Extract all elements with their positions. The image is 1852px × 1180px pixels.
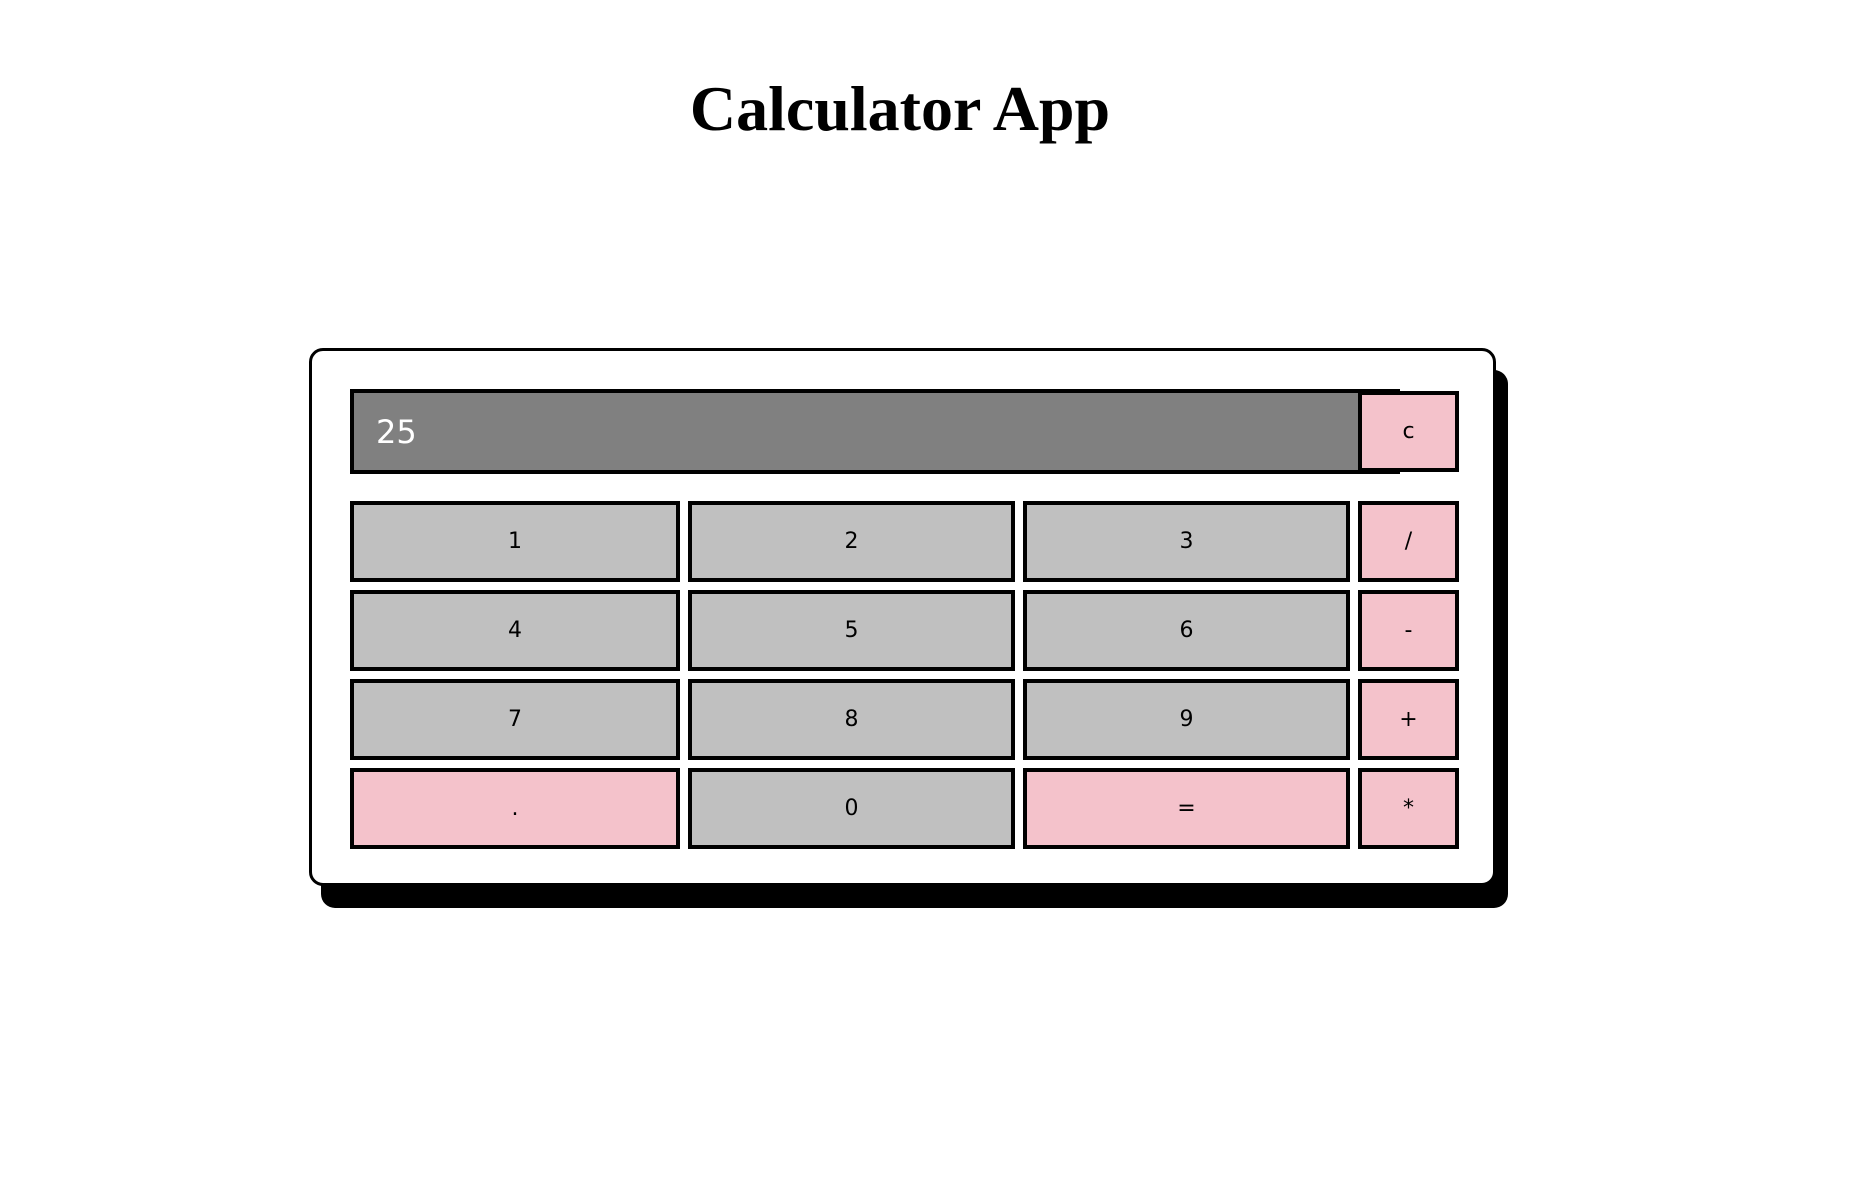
calculator-panel: c 1 2 3 / 4 5 6 - 7 8 9 + . 0 = * <box>309 348 1496 886</box>
decimal-button[interactable]: . <box>350 768 680 849</box>
subtract-button[interactable]: - <box>1358 590 1459 671</box>
digit-6-button[interactable]: 6 <box>1023 590 1350 671</box>
digit-2-button[interactable]: 2 <box>688 501 1015 582</box>
add-button[interactable]: + <box>1358 679 1459 760</box>
digit-7-button[interactable]: 7 <box>350 679 680 760</box>
digit-3-button[interactable]: 3 <box>1023 501 1350 582</box>
digit-0-button[interactable]: 0 <box>688 768 1015 849</box>
equals-button[interactable]: = <box>1023 768 1350 849</box>
digit-4-button[interactable]: 4 <box>350 590 680 671</box>
digit-8-button[interactable]: 8 <box>688 679 1015 760</box>
digit-5-button[interactable]: 5 <box>688 590 1015 671</box>
digit-1-button[interactable]: 1 <box>350 501 680 582</box>
page-title: Calculator App <box>689 73 1111 144</box>
calculator-display[interactable] <box>350 389 1400 474</box>
divide-button[interactable]: / <box>1358 501 1459 582</box>
digit-9-button[interactable]: 9 <box>1023 679 1350 760</box>
clear-button[interactable]: c <box>1358 391 1459 472</box>
multiply-button[interactable]: * <box>1358 768 1459 849</box>
